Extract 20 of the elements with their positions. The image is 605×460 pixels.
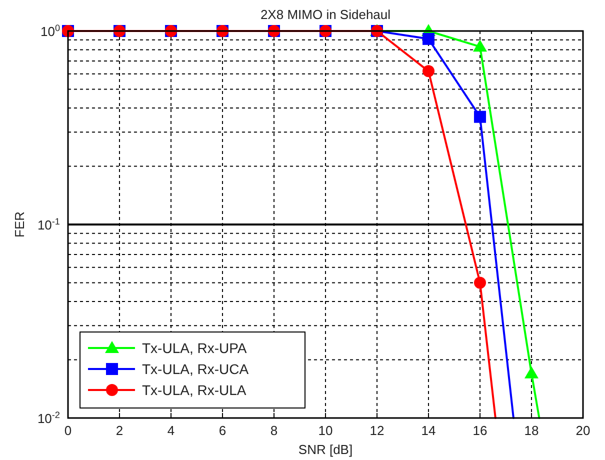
y-tick-label: 10$^{0}$ [40, 23, 60, 39]
x-tick-label: 8 [270, 423, 278, 438]
x-tick-label: 0 [64, 423, 72, 438]
x-tick-label: 2 [116, 423, 124, 438]
x-tick-label: 18 [524, 423, 539, 438]
x-tick-label: 4 [167, 423, 175, 438]
legend-label: Tx-ULA, Rx-ULA [142, 382, 247, 398]
legend-label: Tx-ULA, Rx-UPA [142, 340, 248, 356]
y-tick-label: 10$^{-2}$ [37, 410, 60, 426]
x-tick-label: 12 [370, 423, 384, 438]
x-tick-label: 6 [218, 423, 226, 438]
y-tick-label: 10$^{-1}$ [37, 216, 60, 232]
legend-label: Tx-ULA, Rx-UCA [142, 361, 250, 377]
x-tick-label: 10 [318, 423, 333, 438]
x-tick-label: 20 [576, 423, 590, 438]
x-tick-label: 14 [421, 423, 436, 438]
chart-title: 2X8 MIMO in Sidehaul [260, 7, 391, 22]
x-tick-label: 16 [472, 423, 488, 438]
x-axis-title: SNR [dB] [298, 442, 353, 457]
y-axis-title: FER [12, 212, 27, 238]
